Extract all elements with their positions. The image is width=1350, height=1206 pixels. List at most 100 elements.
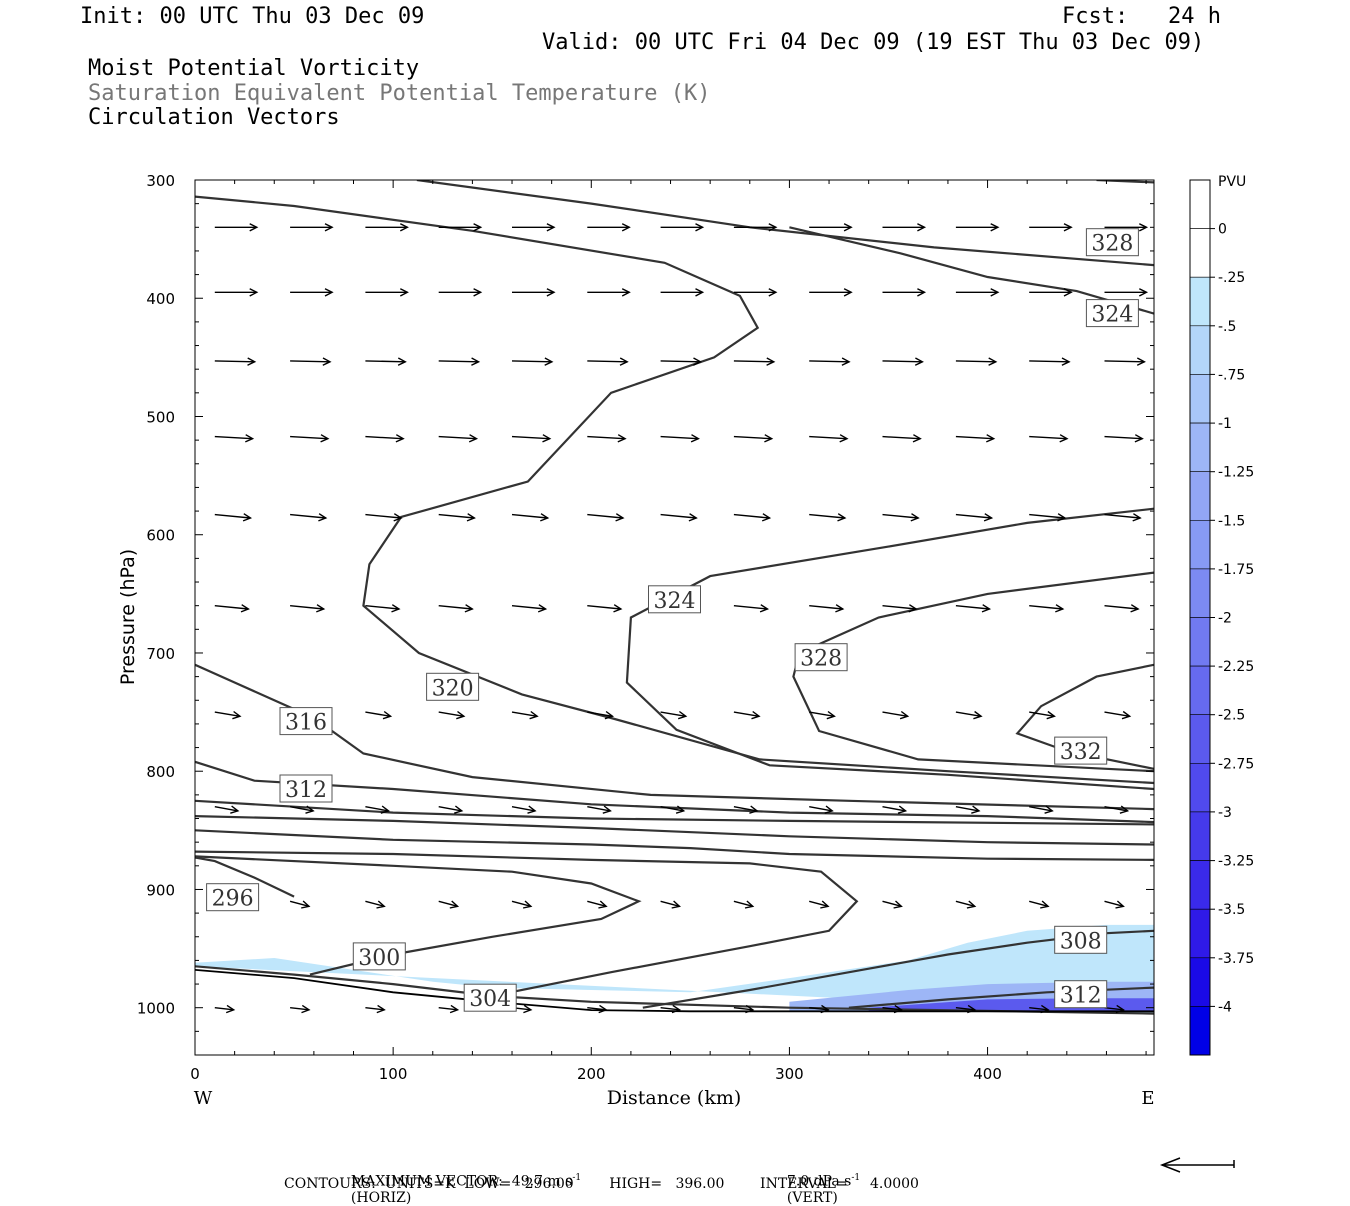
vector-arrow [809, 805, 834, 814]
contour-label-box [648, 585, 701, 614]
vector-arrow [809, 223, 853, 232]
colorbar-segment [1189, 228, 1211, 278]
vector-shaft [511, 513, 548, 519]
vector-arrow [587, 805, 612, 814]
vector-arrow [1104, 604, 1140, 613]
vector-shaft [809, 806, 833, 812]
y-tick-label: 300 [146, 172, 175, 190]
vector-arrow [809, 604, 845, 613]
vector-arrow [660, 513, 698, 522]
vector-head [759, 604, 770, 613]
vector-head [988, 357, 998, 366]
vector-shaft [882, 513, 919, 519]
contour-label-text: 324 [654, 589, 696, 614]
vector-head [1138, 288, 1149, 297]
vector-arrow [660, 434, 700, 443]
vector-shaft [1104, 605, 1139, 610]
vector-shaft [733, 605, 768, 610]
contour-label-text: 304 [469, 987, 511, 1012]
contour-label: 296 [206, 883, 260, 912]
vector-head [380, 805, 391, 814]
vector-shaft [955, 605, 990, 610]
vector-shaft [882, 900, 902, 907]
contour-label: 312 [279, 774, 333, 803]
vector-shaft [733, 900, 753, 907]
vector-head [473, 288, 483, 297]
vector-shaft [438, 435, 477, 440]
vector-arrow [587, 604, 623, 613]
vector-head [899, 710, 910, 720]
vector-head [399, 223, 409, 232]
colorbar-segment [1189, 568, 1211, 618]
vector-head [1059, 434, 1069, 443]
vector-arrow [1104, 288, 1149, 297]
vector-head [466, 513, 476, 522]
vector-shaft [955, 711, 982, 717]
vector-head [527, 805, 537, 814]
vector-arrow [587, 434, 627, 443]
vector-arrow [660, 288, 705, 297]
vector-head [324, 223, 334, 232]
vector-head [1121, 710, 1132, 720]
vector-shaft [882, 605, 917, 610]
colorbar-tick-label: -2.75 [1218, 756, 1254, 772]
vector-head [966, 900, 977, 909]
vector-head [619, 357, 629, 366]
vector-shaft [955, 1007, 975, 1011]
vector-head [617, 434, 627, 443]
vector-arrow [660, 223, 705, 232]
vector-head [537, 604, 548, 613]
vector-arrow [1029, 223, 1073, 232]
vector-arrow [882, 513, 920, 522]
colorbar-tick-label: -1.25 [1218, 465, 1254, 481]
vector-shaft [438, 605, 473, 610]
contour-label-box [426, 672, 480, 701]
pv-shading [195, 924, 1154, 1014]
vector-shaft [438, 900, 458, 907]
vector-head [893, 1004, 903, 1014]
circulation-vectors [214, 223, 1149, 1014]
vector-head [971, 805, 981, 814]
vector-head [768, 223, 778, 232]
vector-head [613, 604, 623, 613]
colorbar-tick-label: -2 [1218, 611, 1232, 627]
vector-arrow [214, 288, 259, 297]
vector-head [766, 357, 776, 366]
vector-head [1063, 288, 1073, 297]
vector-shaft [1029, 806, 1053, 812]
vector-shaft [214, 806, 239, 812]
contour-label-box [279, 707, 333, 736]
vector-arrow [290, 604, 326, 613]
colorbar: PVU 0 -.25 -.5 -.75 -1 -1.25 -1.5 -1.75 -2 -2.25 -2… [1189, 174, 1254, 1056]
vector-head [990, 223, 1000, 232]
vector-head [843, 288, 853, 297]
vector-arrow [214, 434, 255, 443]
vector-shaft [365, 1007, 385, 1011]
x-tick-label: 0 [190, 1065, 200, 1083]
vector-head [399, 288, 409, 297]
vector-arrow [1104, 710, 1132, 720]
vector-head [318, 513, 328, 522]
vector-shaft [290, 513, 326, 519]
title-mpv: Moist Potential Vorticity [88, 56, 420, 81]
vector-arrow [733, 513, 772, 522]
vector-head [249, 288, 259, 297]
colorbar-unit: PVU [1218, 174, 1246, 190]
vector-head [468, 434, 479, 443]
vector-arrow [733, 357, 776, 366]
vector-arrow [1104, 513, 1142, 522]
vector-arrow [882, 805, 908, 814]
vector-shaft [955, 900, 975, 907]
axes: 300 400 500 600 700 800 900 1000 0 100 200 300 400 [137, 172, 1154, 1083]
vector-head [464, 604, 474, 613]
contour-label-box [1054, 925, 1108, 954]
vector-head [546, 288, 556, 297]
vector-shaft [365, 900, 385, 907]
forecast-hour: Fcst: 24 h [1062, 4, 1221, 29]
contour-304-11 [195, 829, 1154, 861]
vector-arrow [660, 710, 688, 720]
vector-shaft [955, 806, 980, 812]
vector-head [598, 1004, 608, 1014]
vector-arrow [882, 223, 927, 232]
vector-arrow [365, 604, 401, 613]
